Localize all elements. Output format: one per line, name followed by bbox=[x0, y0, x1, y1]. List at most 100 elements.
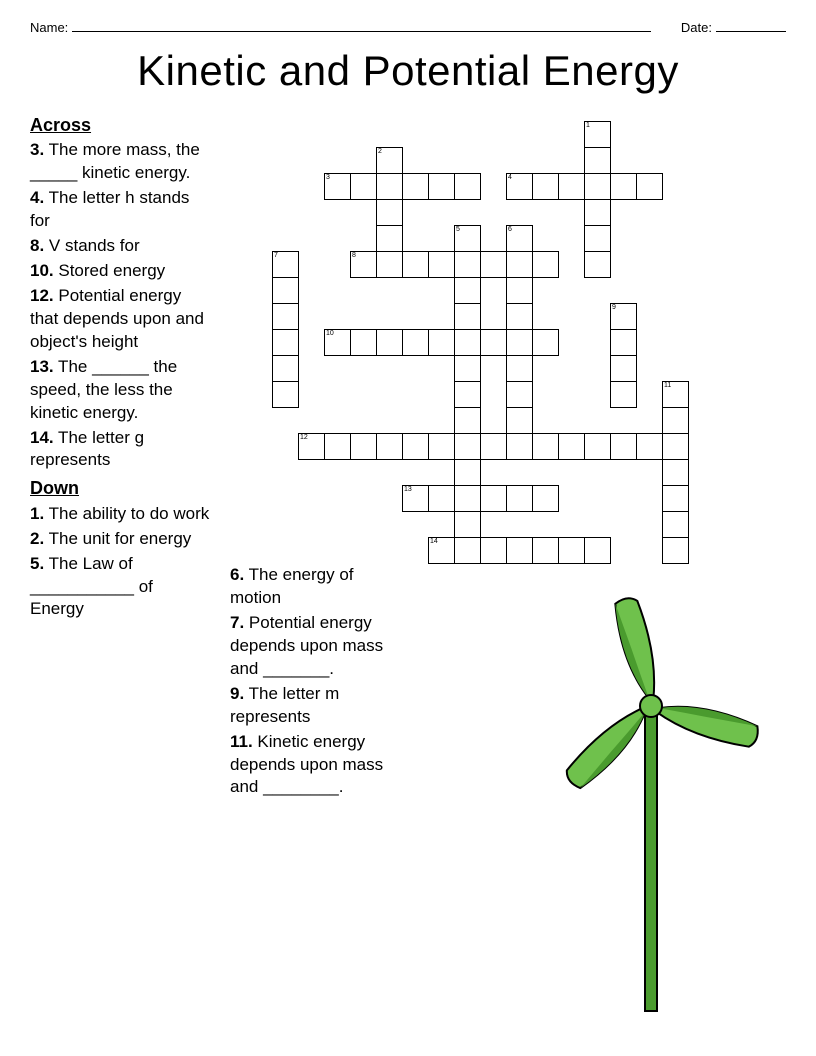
crossword-cell[interactable] bbox=[532, 329, 559, 356]
crossword-cell[interactable] bbox=[454, 537, 481, 564]
crossword-cell[interactable] bbox=[324, 433, 351, 460]
crossword-cell[interactable]: 14 bbox=[428, 537, 455, 564]
crossword-cell[interactable] bbox=[402, 329, 429, 356]
crossword-cell[interactable] bbox=[376, 225, 403, 252]
crossword-cell[interactable] bbox=[454, 303, 481, 330]
crossword-cell[interactable] bbox=[558, 433, 585, 460]
crossword-cell[interactable] bbox=[558, 173, 585, 200]
crossword-cell[interactable] bbox=[428, 251, 455, 278]
crossword-cell[interactable] bbox=[584, 199, 611, 226]
crossword-cell[interactable] bbox=[402, 251, 429, 278]
crossword-cell[interactable] bbox=[480, 537, 507, 564]
crossword-cell[interactable] bbox=[610, 433, 637, 460]
crossword-cell[interactable] bbox=[584, 173, 611, 200]
crossword-cell[interactable] bbox=[480, 485, 507, 512]
crossword-cell[interactable] bbox=[350, 329, 377, 356]
crossword-cell[interactable] bbox=[532, 433, 559, 460]
crossword-cell[interactable] bbox=[506, 329, 533, 356]
name-underline[interactable] bbox=[72, 31, 651, 32]
cell-number: 7 bbox=[274, 252, 278, 259]
crossword-cell[interactable] bbox=[376, 199, 403, 226]
crossword-cell[interactable]: 11 bbox=[662, 381, 689, 408]
crossword-cell[interactable]: 10 bbox=[324, 329, 351, 356]
crossword-cell[interactable] bbox=[428, 433, 455, 460]
crossword-cell[interactable] bbox=[558, 537, 585, 564]
crossword-cell[interactable]: 9 bbox=[610, 303, 637, 330]
crossword-cell[interactable] bbox=[272, 277, 299, 304]
across-clues: 3. The more mass, the _____ kinetic ener… bbox=[30, 139, 210, 472]
crossword-cell[interactable] bbox=[506, 537, 533, 564]
crossword-cell[interactable] bbox=[662, 485, 689, 512]
crossword-cell[interactable] bbox=[376, 433, 403, 460]
crossword-cell[interactable] bbox=[402, 433, 429, 460]
crossword-cell[interactable] bbox=[506, 407, 533, 434]
crossword-cell[interactable]: 5 bbox=[454, 225, 481, 252]
crossword-cell[interactable] bbox=[454, 355, 481, 382]
clue-number: 4. bbox=[30, 188, 44, 207]
crossword-cell[interactable] bbox=[454, 277, 481, 304]
crossword-cell[interactable]: 12 bbox=[298, 433, 325, 460]
crossword-cell[interactable] bbox=[480, 329, 507, 356]
crossword-cell[interactable] bbox=[506, 303, 533, 330]
crossword-cell[interactable] bbox=[428, 173, 455, 200]
crossword-cell[interactable] bbox=[376, 251, 403, 278]
crossword-cell[interactable] bbox=[402, 173, 429, 200]
crossword-cell[interactable] bbox=[584, 147, 611, 174]
crossword-cell[interactable] bbox=[454, 433, 481, 460]
crossword-cell[interactable] bbox=[506, 277, 533, 304]
crossword-cell[interactable] bbox=[506, 381, 533, 408]
crossword-cell[interactable] bbox=[454, 173, 481, 200]
crossword-cell[interactable] bbox=[376, 173, 403, 200]
crossword-cell[interactable] bbox=[454, 511, 481, 538]
crossword-cell[interactable] bbox=[454, 329, 481, 356]
crossword-cell[interactable] bbox=[636, 173, 663, 200]
crossword-cell[interactable]: 6 bbox=[506, 225, 533, 252]
crossword-cell[interactable] bbox=[610, 329, 637, 356]
crossword-cell[interactable] bbox=[636, 433, 663, 460]
crossword-cell[interactable] bbox=[428, 329, 455, 356]
crossword-cell[interactable]: 7 bbox=[272, 251, 299, 278]
crossword-cell[interactable] bbox=[662, 407, 689, 434]
crossword-cell[interactable]: 13 bbox=[402, 485, 429, 512]
crossword-cell[interactable] bbox=[350, 433, 377, 460]
crossword-cell[interactable] bbox=[272, 303, 299, 330]
crossword-cell[interactable] bbox=[506, 355, 533, 382]
crossword-cell[interactable] bbox=[376, 329, 403, 356]
crossword-cell[interactable] bbox=[662, 459, 689, 486]
crossword-cell[interactable] bbox=[584, 251, 611, 278]
crossword-cell[interactable] bbox=[454, 381, 481, 408]
crossword-cell[interactable] bbox=[584, 225, 611, 252]
crossword-cell[interactable] bbox=[610, 173, 637, 200]
crossword-cell[interactable] bbox=[662, 511, 689, 538]
crossword-cell[interactable]: 3 bbox=[324, 173, 351, 200]
crossword-cell[interactable] bbox=[428, 485, 455, 512]
crossword-cell[interactable]: 4 bbox=[506, 173, 533, 200]
date-underline[interactable] bbox=[716, 31, 786, 32]
crossword-cell[interactable] bbox=[272, 355, 299, 382]
crossword-cell[interactable] bbox=[454, 407, 481, 434]
crossword-cell[interactable]: 1 bbox=[584, 121, 611, 148]
crossword-cell[interactable] bbox=[584, 537, 611, 564]
crossword-cell[interactable] bbox=[532, 173, 559, 200]
crossword-cell[interactable] bbox=[532, 537, 559, 564]
crossword-cell[interactable] bbox=[610, 355, 637, 382]
crossword-cell[interactable] bbox=[662, 433, 689, 460]
crossword-cell[interactable]: 2 bbox=[376, 147, 403, 174]
crossword-cell[interactable] bbox=[532, 485, 559, 512]
crossword-cell[interactable] bbox=[272, 329, 299, 356]
crossword-cell[interactable] bbox=[350, 173, 377, 200]
crossword-cell[interactable] bbox=[480, 251, 507, 278]
crossword-cell[interactable] bbox=[506, 251, 533, 278]
crossword-cell[interactable] bbox=[662, 537, 689, 564]
crossword-cell[interactable] bbox=[454, 251, 481, 278]
crossword-cell[interactable] bbox=[506, 433, 533, 460]
crossword-cell[interactable] bbox=[272, 381, 299, 408]
crossword-cell[interactable] bbox=[532, 251, 559, 278]
crossword-cell[interactable]: 8 bbox=[350, 251, 377, 278]
crossword-cell[interactable] bbox=[506, 485, 533, 512]
crossword-cell[interactable] bbox=[480, 433, 507, 460]
crossword-cell[interactable] bbox=[454, 485, 481, 512]
crossword-cell[interactable] bbox=[584, 433, 611, 460]
crossword-cell[interactable] bbox=[610, 381, 637, 408]
crossword-cell[interactable] bbox=[454, 459, 481, 486]
